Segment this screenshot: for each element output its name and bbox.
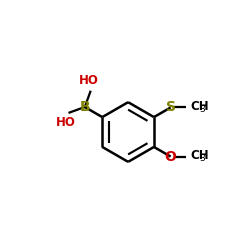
Text: HO: HO (79, 74, 99, 87)
Text: S: S (166, 100, 176, 114)
Text: O: O (165, 150, 176, 164)
Text: B: B (80, 100, 90, 114)
Text: HO: HO (56, 116, 76, 130)
Text: 3: 3 (199, 105, 205, 114)
Text: CH: CH (190, 100, 209, 113)
Text: CH: CH (190, 149, 209, 162)
Text: 3: 3 (199, 154, 205, 164)
